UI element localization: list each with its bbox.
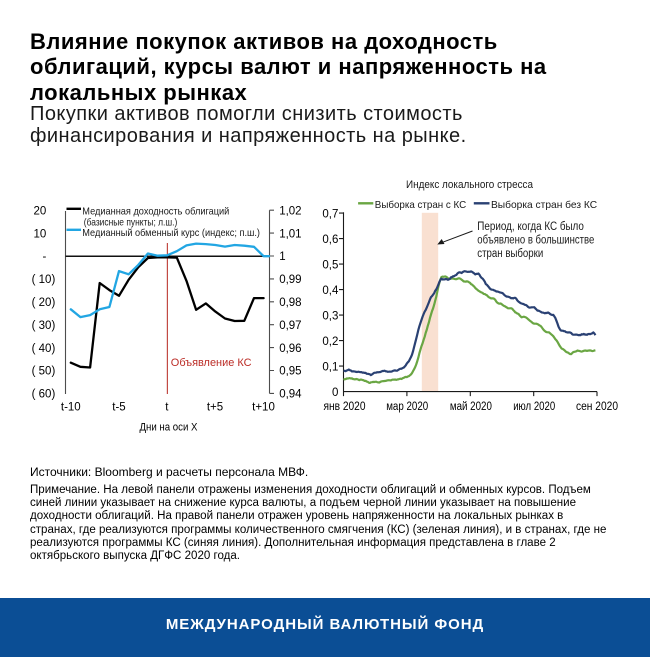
svg-text:( 30): ( 30) — [32, 320, 56, 332]
svg-text:объявлено в большинстве: объявлено в большинстве — [477, 235, 594, 247]
svg-text:0,98: 0,98 — [279, 297, 301, 309]
svg-text:( 10): ( 10) — [32, 274, 56, 286]
svg-text:мар 2020: мар 2020 — [386, 401, 428, 413]
svg-text:( 50): ( 50) — [32, 366, 56, 378]
svg-text:Медианная доходность облигаций: Медианная доходность облигаций — [82, 206, 229, 218]
svg-text:май 2020: май 2020 — [450, 401, 492, 413]
svg-text:Индекс локального стресса: Индекс локального стресса — [406, 179, 534, 191]
svg-text:0,5: 0,5 — [322, 259, 338, 271]
svg-text:Период, когда КС было: Период, когда КС было — [477, 221, 584, 233]
svg-text:0,4: 0,4 — [322, 285, 339, 297]
svg-text:( 40): ( 40) — [32, 343, 56, 355]
svg-text:стран выборки: стран выборки — [477, 248, 543, 260]
svg-text:20: 20 — [34, 205, 47, 217]
svg-text:0,7: 0,7 — [322, 208, 338, 220]
svg-text:Дни на оси X: Дни на оси X — [140, 421, 199, 433]
svg-text:1: 1 — [279, 251, 285, 263]
svg-text:Медианный обменный курс (индек: Медианный обменный курс (индекс; п.ш.) — [82, 227, 260, 239]
svg-text:0,95: 0,95 — [279, 366, 301, 378]
svg-text:0,99: 0,99 — [279, 274, 301, 286]
svg-text:0,96: 0,96 — [279, 343, 301, 355]
svg-text:10: 10 — [34, 228, 47, 240]
svg-text:t-5: t-5 — [112, 402, 125, 414]
svg-text:0,94: 0,94 — [279, 389, 302, 401]
svg-text:t+5: t+5 — [207, 402, 223, 414]
svg-text:июл 2020: июл 2020 — [513, 401, 555, 413]
svg-text:Выборка стран с КС: Выборка стран с КС — [375, 199, 467, 211]
svg-text:1,01: 1,01 — [279, 228, 301, 240]
svg-text:сен 2020: сен 2020 — [576, 401, 618, 413]
svg-text:( 20): ( 20) — [32, 297, 56, 309]
svg-text:0,6: 0,6 — [322, 234, 338, 246]
svg-text:t+10: t+10 — [252, 402, 275, 414]
svg-text:0,97: 0,97 — [279, 320, 301, 332]
svg-text:(базисные пункты; л.ш.): (базисные пункты; л.ш.) — [84, 217, 178, 229]
svg-text:( 60): ( 60) — [32, 389, 56, 401]
svg-text:Выборка стран без КС: Выборка стран без КС — [491, 199, 597, 211]
svg-text:1,02: 1,02 — [279, 205, 301, 217]
svg-text:Объявление КС: Объявление КС — [171, 357, 252, 369]
svg-text:янв 2020: янв 2020 — [324, 401, 366, 413]
svg-text:0: 0 — [332, 387, 338, 399]
svg-text:t-10: t-10 — [61, 402, 81, 414]
svg-text:t: t — [165, 402, 169, 414]
svg-text:0,3: 0,3 — [322, 310, 338, 322]
svg-text:0,2: 0,2 — [322, 336, 338, 348]
svg-text:0,1: 0,1 — [322, 361, 338, 373]
svg-text:-: - — [42, 251, 46, 263]
